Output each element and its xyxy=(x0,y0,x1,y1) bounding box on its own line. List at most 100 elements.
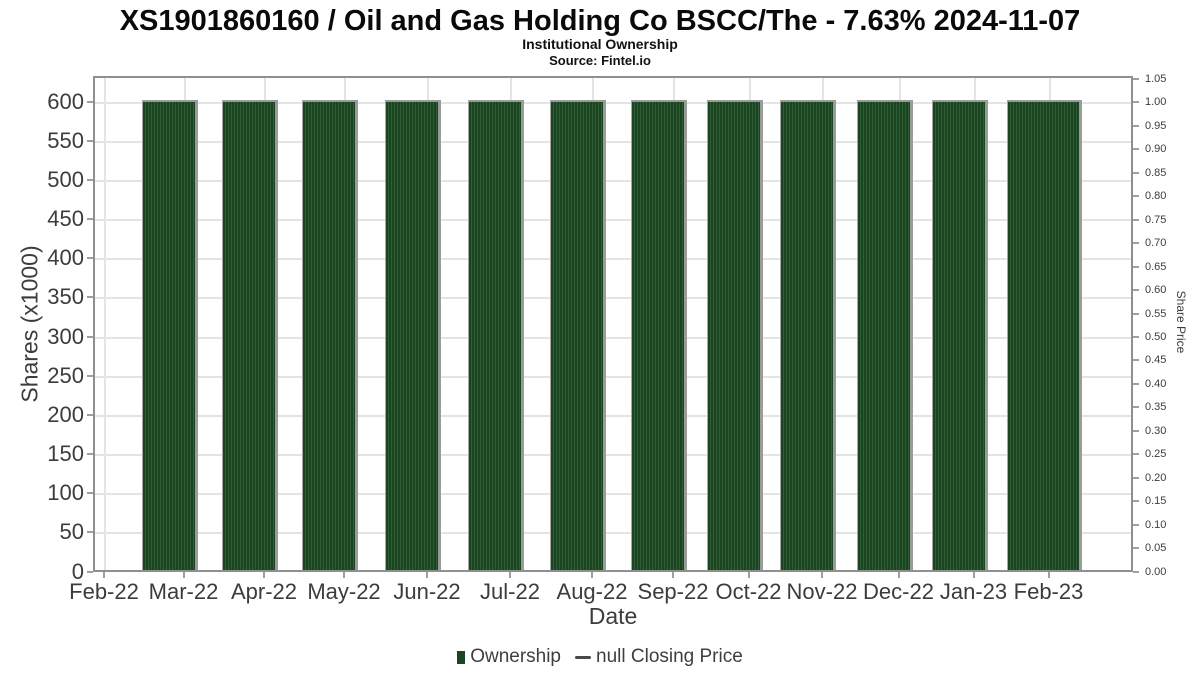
y-left-tick-label: 50 xyxy=(59,519,84,545)
y-right-tick-label: 0.05 xyxy=(1145,542,1167,555)
y-left-tickmark xyxy=(87,335,93,338)
x-tickmark xyxy=(897,572,900,578)
y-right-tick-label: 0.45 xyxy=(1145,354,1167,367)
h-gridline xyxy=(95,532,1131,535)
y-right-tickmark xyxy=(1133,265,1139,268)
ownership-square-swatch-icon xyxy=(457,650,466,664)
ownership-bar-group[interactable] xyxy=(385,99,441,570)
y-right-tick-label: 0.60 xyxy=(1145,284,1167,297)
x-tickmark xyxy=(343,572,345,578)
y-left-tickmark xyxy=(87,531,93,534)
h-gridline xyxy=(95,375,1131,378)
y-left-axis-title: Shares (x1000) xyxy=(16,245,43,403)
h-gridline xyxy=(95,140,1131,143)
y-left-tickmark xyxy=(87,296,93,299)
y-left-tick-label: 200 xyxy=(47,401,84,427)
closing-price-line-swatch-icon xyxy=(575,655,592,659)
y-left-tick-label: 600 xyxy=(47,88,84,114)
legend-ownership-label: Ownership xyxy=(470,646,562,667)
y-left-tick-label: 0 xyxy=(71,558,84,584)
y-right-tickmark xyxy=(1133,547,1139,550)
y-right-tick-label: 0.25 xyxy=(1145,448,1167,461)
x-tickmark xyxy=(747,572,750,578)
h-gridline xyxy=(95,493,1131,496)
y-right-tickmark xyxy=(1133,570,1139,573)
ownership-bar-group[interactable] xyxy=(1006,99,1082,570)
y-left-tickmark xyxy=(87,374,93,377)
h-gridline xyxy=(95,179,1131,182)
h-gridline xyxy=(95,101,1131,104)
legend-closing-price-label: null Closing Price xyxy=(596,646,743,667)
ownership-bar-group[interactable] xyxy=(468,99,524,570)
y-left-tick-label: 150 xyxy=(47,441,84,466)
chart-subtitle: Institutional Ownership xyxy=(522,36,678,52)
y-right-tickmark xyxy=(1133,242,1139,245)
h-gridline xyxy=(95,258,1131,261)
y-left-tick-label: 500 xyxy=(47,166,84,192)
y-left-tickmark xyxy=(87,453,93,455)
y-right-tickmark xyxy=(1133,124,1139,127)
y-right-tick-label: 0.70 xyxy=(1145,237,1167,250)
y-right-tickmark xyxy=(1133,359,1139,362)
y-right-tick-label: 0.15 xyxy=(1145,495,1167,508)
ownership-bar-group[interactable] xyxy=(222,99,278,570)
y-right-tick-label: 0.85 xyxy=(1145,166,1167,179)
y-left-tickmark xyxy=(87,257,93,260)
y-right-tick-label: 0.20 xyxy=(1145,471,1167,484)
y-left-tick-label: 400 xyxy=(47,245,84,271)
y-right-tick-label: 0.10 xyxy=(1145,518,1167,531)
y-left-tickmark xyxy=(87,570,93,573)
y-left-tick-label: 250 xyxy=(47,362,84,388)
y-left-tickmark xyxy=(87,413,93,416)
x-tick-label: Jun-22 xyxy=(393,579,461,604)
plot-area xyxy=(93,76,1133,572)
x-tick-label: Feb-22 xyxy=(69,579,139,604)
x-tickmark xyxy=(591,572,593,578)
ownership-bar-group[interactable] xyxy=(706,99,763,570)
y-left-tickmark xyxy=(87,100,93,103)
x-tick-label: Dec-22 xyxy=(863,579,934,604)
x-tickmark xyxy=(182,572,185,578)
y-right-tickmark xyxy=(1133,382,1139,385)
x-tickmark xyxy=(509,572,511,578)
ownership-bar-group[interactable] xyxy=(856,99,913,570)
ownership-bar-group[interactable] xyxy=(931,99,988,570)
x-tick-label: Feb-23 xyxy=(1013,579,1084,604)
ownership-bar-group[interactable] xyxy=(302,99,358,570)
x-tick-label: Mar-22 xyxy=(148,579,219,604)
h-gridline xyxy=(95,219,1131,221)
y-right-tick-label: 0.50 xyxy=(1145,330,1167,343)
y-right-tick-label: 0.35 xyxy=(1145,401,1167,414)
x-tick-label: May-22 xyxy=(307,579,381,604)
v-gridline xyxy=(104,78,106,570)
y-right-tick-label: 0.80 xyxy=(1145,190,1167,203)
x-tickmark xyxy=(103,572,105,578)
y-left-tick-label: 450 xyxy=(47,206,84,231)
y-right-tickmark xyxy=(1133,523,1139,526)
y-right-tickmark xyxy=(1133,101,1139,104)
y-left-tickmark xyxy=(87,178,93,181)
ownership-bar-group[interactable] xyxy=(780,99,836,570)
x-axis-title: Date xyxy=(588,603,638,629)
x-tick-label: Jan-23 xyxy=(939,579,1008,604)
y-right-tick-label: 0.40 xyxy=(1145,377,1167,390)
x-tick-label: Jul-22 xyxy=(480,579,540,604)
x-tickmark xyxy=(672,572,674,578)
legend-item-closing-price[interactable]: null Closing Price xyxy=(575,646,743,668)
y-right-tickmark xyxy=(1133,500,1139,503)
y-right-tick-label: 0.65 xyxy=(1145,260,1167,273)
ownership-bar-group[interactable] xyxy=(141,99,198,570)
y-left-tickmark xyxy=(87,492,93,495)
y-right-tick-label: 0.95 xyxy=(1145,119,1167,132)
y-left-tick-label: 550 xyxy=(47,127,84,153)
legend-item-ownership[interactable]: Ownership xyxy=(457,646,561,668)
ownership-bar-group[interactable] xyxy=(631,99,687,570)
x-tick-label: Sep-22 xyxy=(637,579,709,604)
x-tick-label: Aug-22 xyxy=(556,579,628,604)
y-right-tick-label: 0.90 xyxy=(1145,143,1167,156)
y-right-axis-title: Share Price xyxy=(1174,290,1188,354)
ownership-bar-group[interactable] xyxy=(550,99,606,570)
y-right-tickmark xyxy=(1133,335,1139,338)
x-tickmark xyxy=(821,572,823,578)
